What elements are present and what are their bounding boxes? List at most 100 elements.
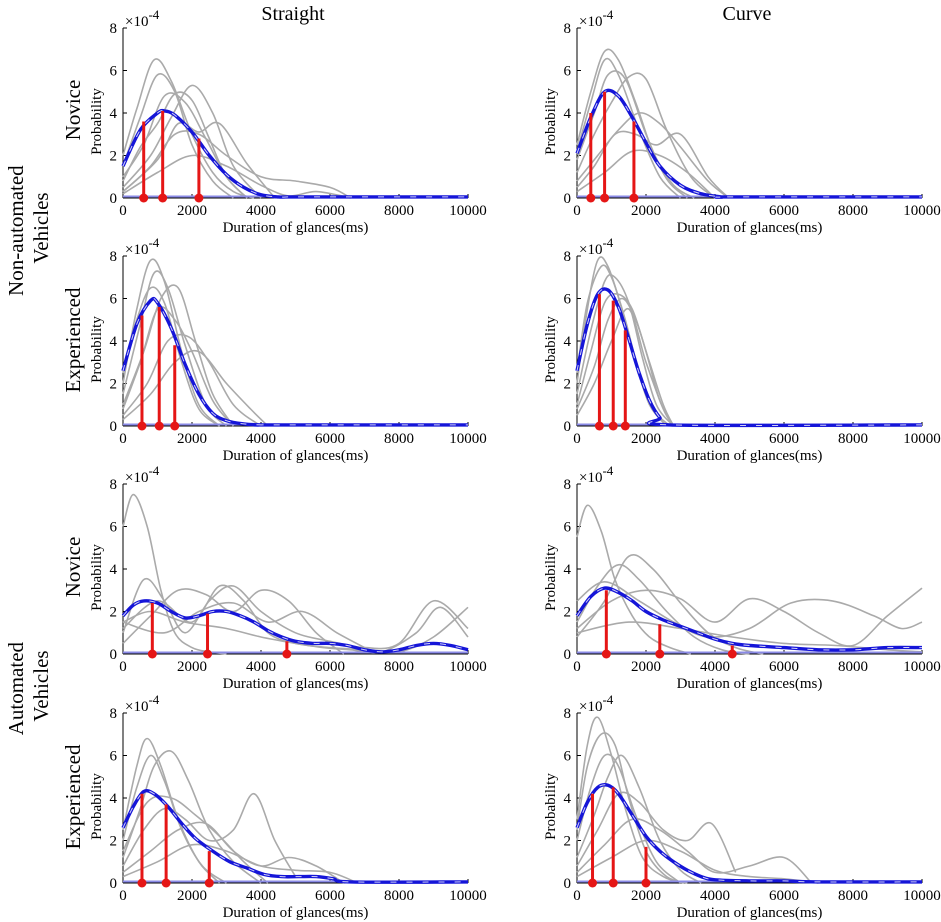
x-tick-label: 0 <box>573 659 581 675</box>
y-axis-label: Probability <box>543 88 559 155</box>
participant-line <box>122 601 365 649</box>
mean-line <box>575 88 922 199</box>
participant-line <box>576 754 702 884</box>
percentile-marker <box>600 193 610 203</box>
percentile-marker <box>655 649 665 659</box>
participant-line <box>122 821 345 884</box>
participant-line <box>576 149 716 199</box>
x-axis-label: Duration of glances(ms) <box>223 676 369 692</box>
percentile-marker <box>147 649 157 659</box>
x-tick-label: 4000 <box>700 431 730 447</box>
y-tick-label: 0 <box>110 191 118 207</box>
x-tick-label: 8000 <box>838 203 868 219</box>
x-tick-label: 6000 <box>769 659 799 675</box>
x-tick-label: 0 <box>573 888 581 904</box>
percentile-marker <box>641 878 651 888</box>
participant-line <box>576 587 923 647</box>
y-tick-label: 6 <box>110 292 118 308</box>
participant-line <box>576 504 692 655</box>
x-tick-label: 2000 <box>631 888 661 904</box>
percentile-marker <box>194 193 204 203</box>
percentile-marker <box>161 878 171 888</box>
y-tick-label: 0 <box>564 647 572 663</box>
x-tick-label: 2000 <box>631 203 661 219</box>
y-axis-label: Probability <box>89 316 105 383</box>
x-tick-label: 6000 <box>315 203 345 219</box>
participant-line <box>576 112 730 199</box>
column-title-curve: Curve <box>723 3 772 25</box>
x-tick-label: 4000 <box>246 659 276 675</box>
mean-line-dash <box>576 89 922 198</box>
y-tick-label: 4 <box>110 334 118 350</box>
participant-line <box>576 580 923 638</box>
y-multiplier-label: ×10-4 <box>125 463 160 486</box>
y-axis-label: Probability <box>89 773 105 840</box>
percentile-marker <box>588 878 598 888</box>
y-multiplier-label: ×10-4 <box>579 235 614 258</box>
x-tick-label: 10000 <box>903 659 941 675</box>
y-axis-label: Probability <box>89 88 105 155</box>
x-tick-label: 10000 <box>449 888 487 904</box>
participant-line <box>576 621 923 653</box>
subplot-8: 0 2 4 6 8 0 2000 4000 6000 8000 10000 ×10-4 Probabil… <box>543 692 941 921</box>
y-multiplier-label: ×10-4 <box>579 7 614 30</box>
y-tick-label: 2 <box>110 377 118 393</box>
participant-line <box>122 154 351 199</box>
y-tick-label: 0 <box>564 876 572 892</box>
x-tick-label: 10000 <box>903 203 941 219</box>
x-tick-label: 6000 <box>315 659 345 675</box>
participant-line <box>576 753 682 884</box>
x-tick-label: 2000 <box>177 203 207 219</box>
group-title-non-automated: Non-automated Vehicles <box>4 160 53 296</box>
participant-line <box>122 333 262 427</box>
percentile-marker <box>204 878 214 888</box>
subplot-6: 0 2 4 6 8 0 2000 4000 6000 8000 10000 ×10-4 Probabil… <box>543 463 941 692</box>
subplot-5: 0 2 4 6 8 0 2000 4000 6000 8000 10000 ×10-4 Probabil… <box>89 463 487 692</box>
y-tick-label: 4 <box>564 791 572 807</box>
participant-line <box>122 84 262 199</box>
mean-line-dash <box>576 587 923 651</box>
participant-line <box>122 58 255 199</box>
x-tick-label: 10000 <box>903 431 941 447</box>
percentile-marker <box>594 421 604 431</box>
y-tick-label: 6 <box>564 749 572 765</box>
x-tick-label: 2000 <box>177 888 207 904</box>
participant-line <box>122 258 221 427</box>
percentile-marker <box>154 421 164 431</box>
row-title-novice-non-automated: Novice <box>61 80 85 141</box>
x-tick-label: 0 <box>119 431 127 447</box>
y-tick-label: 6 <box>110 64 118 80</box>
x-tick-label: 10000 <box>449 203 487 219</box>
mean-line <box>575 586 923 652</box>
mean-line <box>121 789 469 884</box>
subplot-1: 0 2 4 6 8 0 2000 4000 6000 8000 10000 ×10-4 Probabil… <box>89 7 487 236</box>
y-multiplier-label: ×10-4 <box>125 692 160 715</box>
x-tick-label: 8000 <box>384 888 414 904</box>
x-tick-label: 6000 <box>769 203 799 219</box>
participant-line <box>122 793 297 877</box>
y-tick-label: 0 <box>564 419 572 435</box>
x-axis-label: Duration of glances(ms) <box>677 905 823 921</box>
y-tick-label: 2 <box>564 377 572 393</box>
x-tick-label: 0 <box>119 888 127 904</box>
mean-line-dash <box>576 784 923 883</box>
participant-line <box>122 130 352 199</box>
y-tick-label: 2 <box>110 834 118 850</box>
percentile-marker <box>727 649 737 659</box>
participant-line <box>576 732 688 884</box>
x-tick-label: 8000 <box>838 659 868 675</box>
x-tick-label: 0 <box>573 203 581 219</box>
y-tick-label: 8 <box>564 21 572 37</box>
mean-line-dash <box>122 298 468 426</box>
y-tick-label: 0 <box>564 191 572 207</box>
y-multiplier-label: ×10-4 <box>579 463 614 486</box>
y-tick-label: 6 <box>564 292 572 308</box>
participant-line <box>122 121 276 199</box>
x-tick-label: 8000 <box>384 203 414 219</box>
x-tick-label: 4000 <box>700 659 730 675</box>
y-multiplier-label: ×10-4 <box>125 235 160 258</box>
y-tick-label: 8 <box>564 249 572 265</box>
subplot-7: 0 2 4 6 8 0 2000 4000 6000 8000 10000 ×10-4 Probabil… <box>89 692 487 921</box>
x-tick-label: 8000 <box>838 431 868 447</box>
